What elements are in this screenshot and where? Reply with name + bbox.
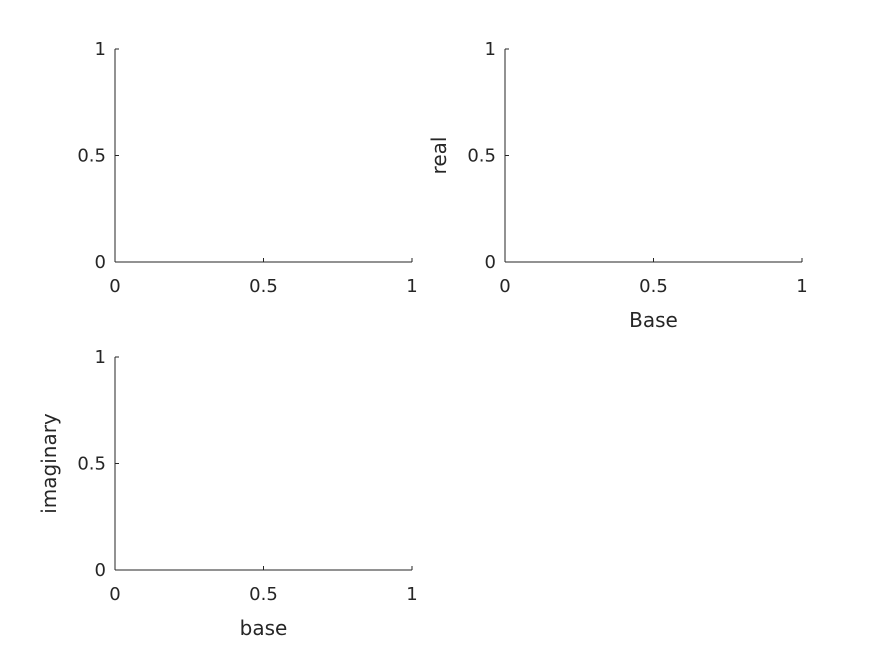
subplot-1: 0 0.5 1 0 0.5 1 xyxy=(77,39,417,297)
x-tick-label: 1 xyxy=(406,584,417,605)
y-axis-label: imaginary xyxy=(37,413,61,514)
x-tick-label: 0 xyxy=(109,276,120,297)
x-axis-label: Base xyxy=(629,308,678,332)
x-tick-label: 1 xyxy=(796,276,807,297)
subplot-3: 0 0.5 1 0 0.5 1 base imaginary xyxy=(37,347,418,640)
y-tick-label: 1 xyxy=(95,347,106,368)
y-axis-label: real xyxy=(427,137,451,175)
y-tick-label: 1 xyxy=(95,39,106,60)
y-tick-label: 0.5 xyxy=(77,146,106,167)
subplots: 0 0.5 1 0 0.5 1 0 0.5 1 0 0.5 1 Base real 0 0.5 1 0 0.5 1 ba… xyxy=(37,39,808,640)
y-tick-label: 0 xyxy=(485,252,496,273)
x-tick-label: 0 xyxy=(109,584,120,605)
x-tick-label: 0.5 xyxy=(249,276,278,297)
subplot-2: 0 0.5 1 0 0.5 1 Base real xyxy=(427,39,808,332)
x-tick-label: 0.5 xyxy=(639,276,668,297)
y-tick-label: 0.5 xyxy=(77,454,106,475)
x-tick-label: 0.5 xyxy=(249,584,278,605)
y-tick-label: 0 xyxy=(95,560,106,581)
x-axis-label: base xyxy=(240,616,288,640)
y-tick-label: 0 xyxy=(95,252,106,273)
y-tick-label: 1 xyxy=(485,39,496,60)
x-tick-label: 0 xyxy=(499,276,510,297)
y-tick-label: 0.5 xyxy=(467,146,496,167)
x-tick-label: 1 xyxy=(406,276,417,297)
